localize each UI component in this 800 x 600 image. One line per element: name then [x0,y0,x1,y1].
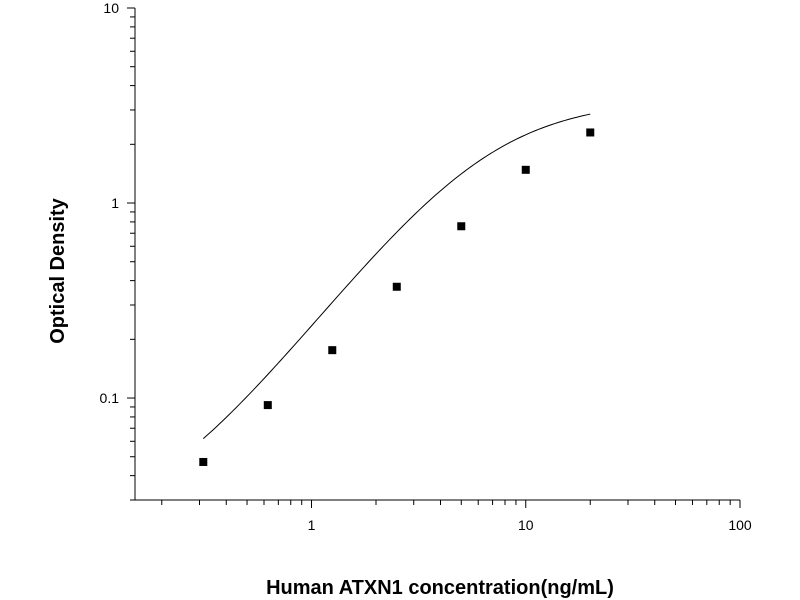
x-tick-label: 1 [308,517,316,533]
x-tick-label: 100 [728,517,752,533]
data-points [199,128,595,466]
data-point [586,128,595,137]
ticks: 1 10 100 0.1 1 10 [100,0,752,533]
x-axis-title: Human ATXN1 concentration(ng/mL) [266,577,614,599]
fit-curve-layer [202,113,591,440]
x-tick-label: 10 [518,517,534,533]
data-point [392,282,401,291]
fit-curve-line [202,113,591,440]
data-point [263,401,272,410]
data-point [457,222,466,231]
data-point [521,165,530,174]
data-point [328,346,337,355]
y-tick-label: 1 [111,195,119,211]
y-tick-label: 10 [103,0,119,16]
axes [134,8,740,501]
data-point [199,457,208,466]
y-axis-title: Optical Density [47,197,69,343]
y-tick-label: 0.1 [100,390,120,406]
